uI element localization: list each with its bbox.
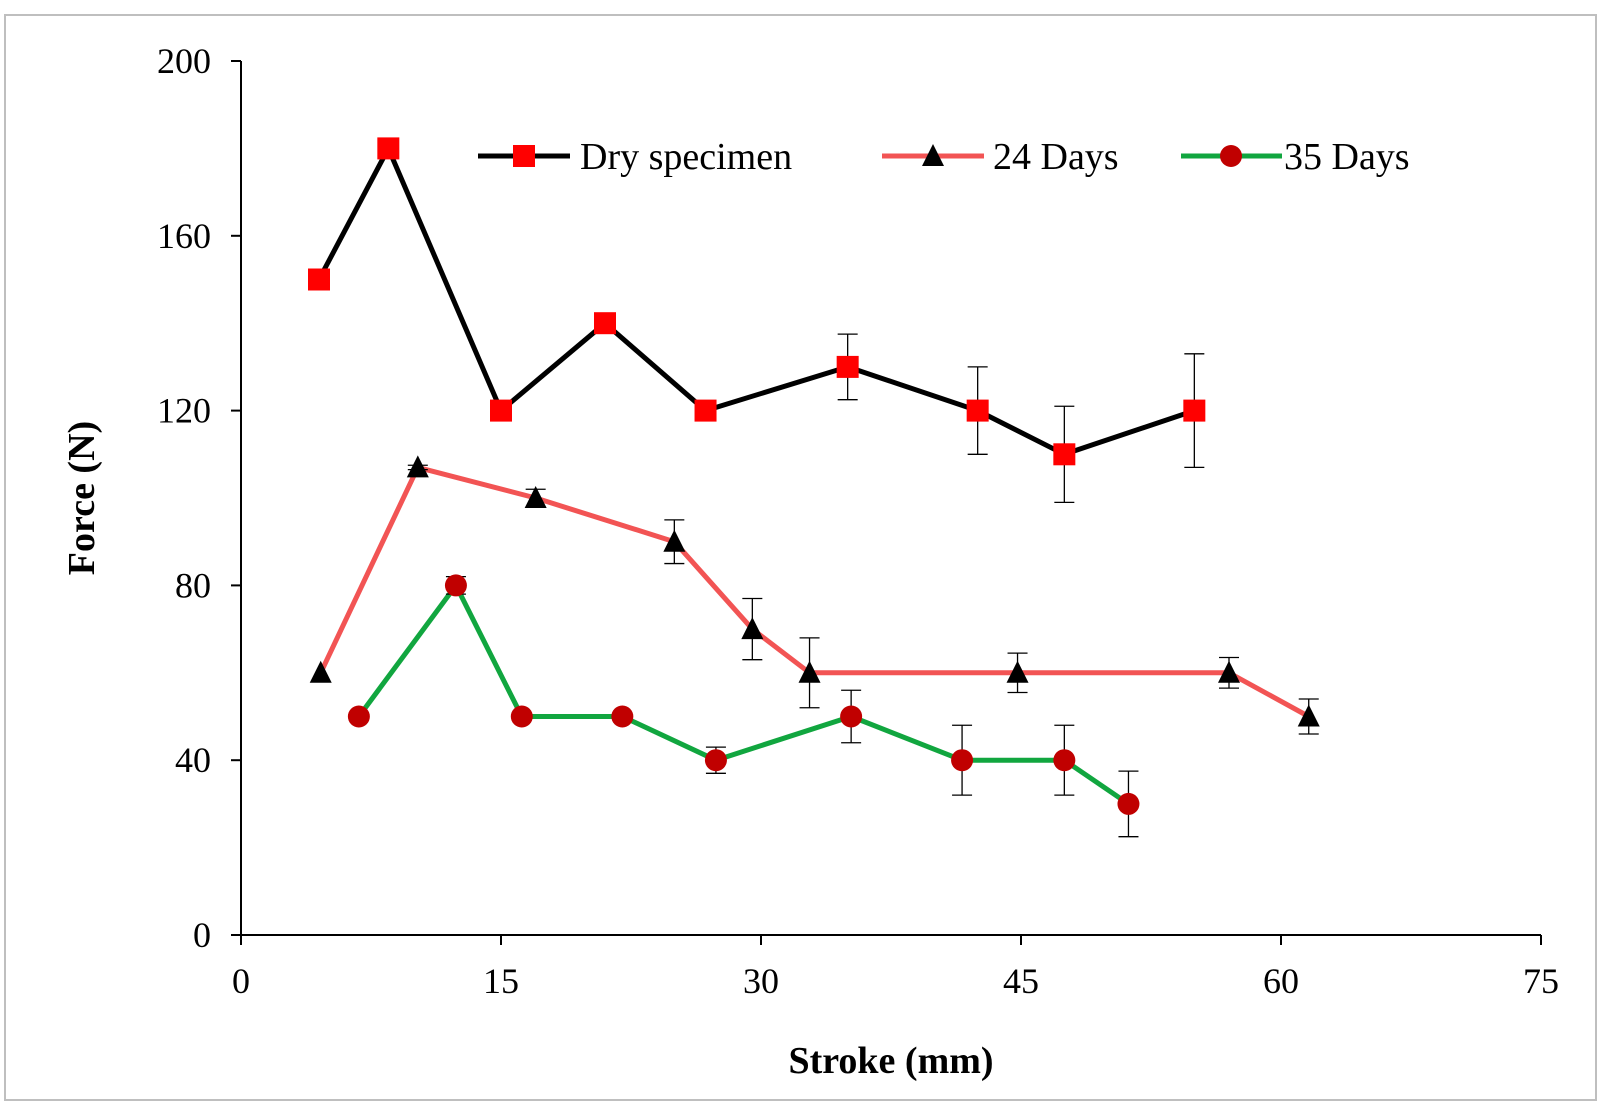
data-point [836,355,859,378]
series-line-dry-specimen [316,145,1196,457]
y-tick-label: 160 [157,216,211,256]
legend-label-35-days: 35 Days [1284,136,1410,178]
data-point [951,749,974,772]
x-tick-label: 0 [232,961,250,1001]
data-point [524,486,547,508]
data-point [1117,792,1140,815]
data-point [840,705,863,728]
x-tick-label: 15 [483,961,519,1001]
legend-marker-35-days [1220,145,1242,167]
legend-item-35-days: 35 Days [1181,136,1410,178]
series [308,137,1320,838]
axes [240,61,1541,936]
data-point [1006,660,1029,683]
data-point [663,529,686,552]
data-point [594,312,616,335]
y-axis-title: Force (N) [61,421,103,575]
series-dry-specimen [308,137,1206,504]
y-tick-label: 40 [175,740,211,780]
data-point [741,617,764,640]
legend-marker-24-days [922,144,944,166]
x-axis-title: Stroke (mm) [788,1040,993,1082]
data-point [694,399,717,422]
chart-frame [4,14,1597,1101]
data-point [309,660,332,683]
y-tick-label: 200 [157,41,211,81]
data-point [347,705,370,728]
data-point [308,268,330,291]
data-point [798,660,821,683]
ticks: 0 40 80 120 160 200 0 15 30 45 60 75 [157,41,1559,1001]
data-point [611,705,634,728]
series-24-days [309,455,1320,735]
data-point [377,137,400,160]
x-tick-label: 75 [1523,961,1559,1001]
legend-label-24-days: 24 Days [993,136,1119,178]
legend-item-24-days: 24 Days [882,136,1119,178]
y-tick-label: 80 [175,565,211,605]
legend-marker-dry-specimen [513,145,535,167]
series-35-days [347,574,1140,838]
data-point [704,749,727,772]
y-tick-label: 120 [157,391,211,431]
legend-label-dry-specimen: Dry specimen [580,136,792,178]
x-tick-label: 45 [1003,961,1039,1001]
data-point [1218,660,1240,683]
data-point [1053,749,1076,772]
legend-item-dry-specimen: Dry specimen [478,136,792,178]
data-point [490,399,512,422]
x-tick-label: 30 [743,961,779,1001]
data-point [1053,443,1076,466]
legend: Dry specimen 24 Days 35 Days [478,136,1410,178]
data-point [510,705,533,728]
data-point [1183,399,1206,422]
y-tick-label: 0 [193,915,211,955]
data-point [1297,704,1320,727]
data-point [966,399,989,422]
data-point [406,455,429,478]
x-tick-label: 60 [1263,961,1299,1001]
data-point [444,574,467,597]
